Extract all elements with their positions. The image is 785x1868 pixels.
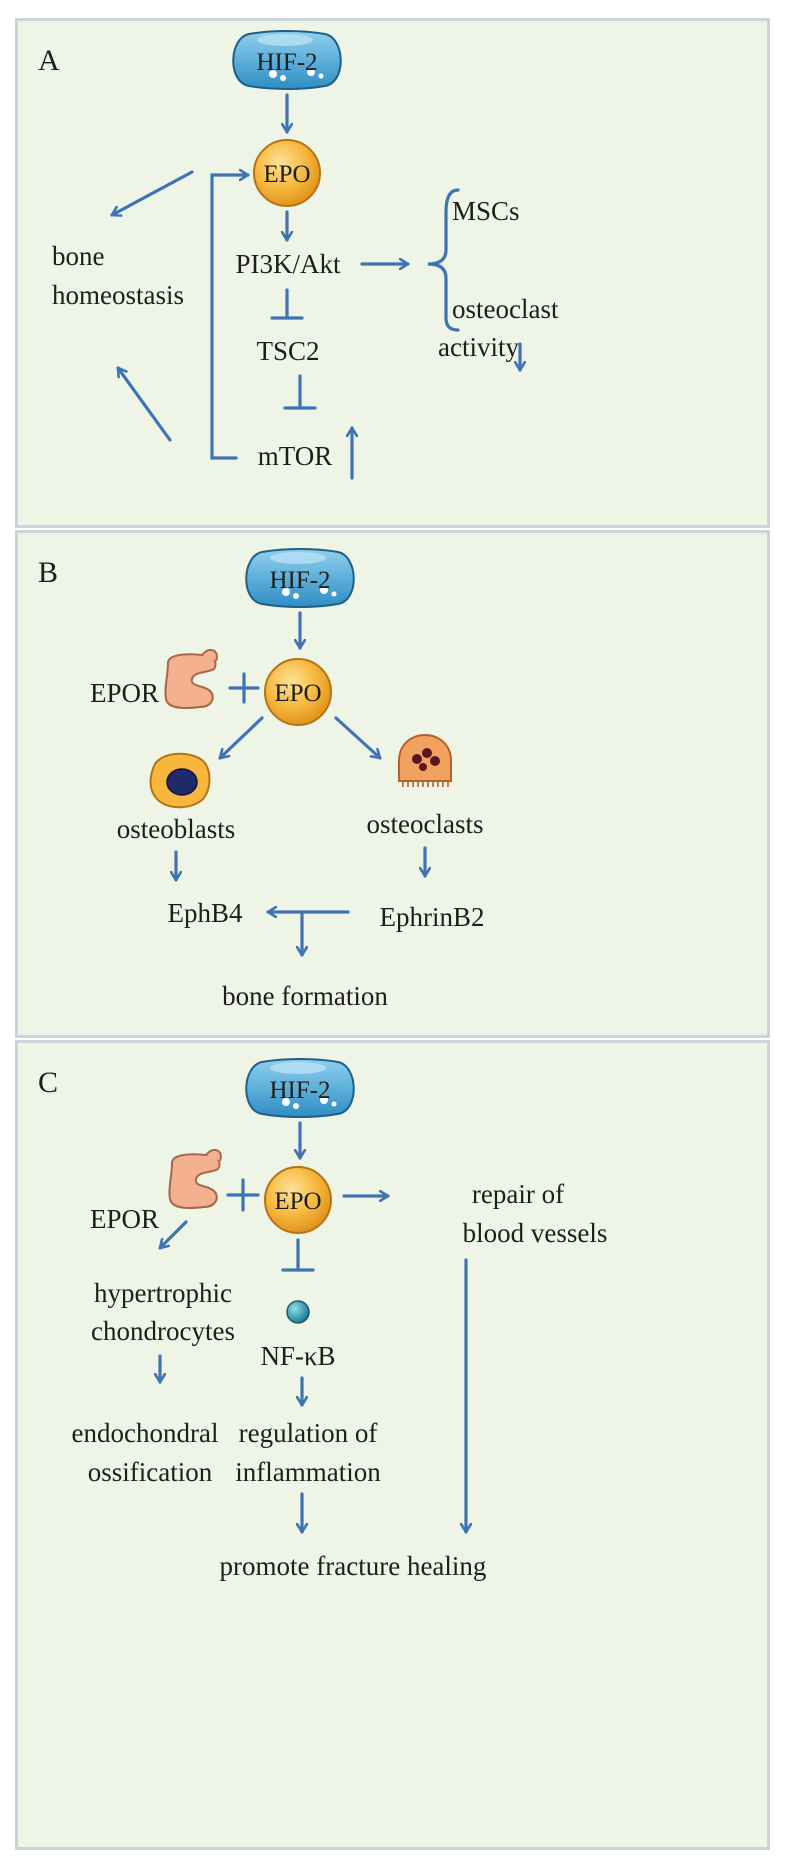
mscs-label: MSCs bbox=[452, 196, 520, 226]
panel-b bbox=[15, 530, 770, 1038]
repair-line1: repair of bbox=[472, 1179, 564, 1209]
bone-homeostasis-line1: bone bbox=[52, 241, 105, 271]
hypertrophic-line1: hypertrophic bbox=[94, 1278, 232, 1308]
epo-label: EPO bbox=[274, 680, 321, 707]
panel-a-connectors bbox=[110, 93, 520, 480]
osteoclast-activity-line1: osteoclast bbox=[452, 294, 559, 324]
ephrinb2-label: EphrinB2 bbox=[380, 902, 485, 932]
brace-targets bbox=[427, 188, 460, 332]
arrow-epo-bone-homeostasis bbox=[110, 170, 194, 215]
panel-c-label: C bbox=[38, 1066, 58, 1099]
ephb4-label: EphB4 bbox=[167, 898, 243, 928]
arrow-epo-osteoclasts bbox=[334, 716, 382, 760]
hif-2-label: HIF-2 bbox=[269, 567, 330, 594]
epor-receptor-icon bbox=[164, 648, 218, 710]
hif-2-label: HIF-2 bbox=[256, 49, 317, 76]
regulation-line2: inflammation bbox=[235, 1457, 381, 1487]
osteoclasts-label: osteoclasts bbox=[367, 809, 484, 839]
hypertrophic-line2: chondrocytes bbox=[91, 1316, 235, 1346]
panel-a bbox=[15, 18, 770, 528]
panel-b-connectors bbox=[176, 611, 425, 957]
nfkb-sphere-icon bbox=[286, 1300, 310, 1324]
bone-homeostasis-line2: homeostasis bbox=[52, 280, 184, 310]
mtor-label: mTOR bbox=[258, 441, 333, 471]
bone-formation-label: bone formation bbox=[222, 981, 388, 1011]
arrow-mtor-bone-homeostasis bbox=[116, 366, 172, 442]
promote-fracture-healing-label: promote fracture healing bbox=[220, 1551, 487, 1581]
arrow-epor-hypertrophic bbox=[158, 1220, 188, 1250]
nfkb-label: NF-κB bbox=[260, 1341, 335, 1371]
epor-label: EPOR bbox=[90, 1204, 159, 1234]
osteoclast-cell-icon bbox=[398, 733, 452, 787]
endochondral-line2: ossification bbox=[88, 1457, 213, 1487]
pi3k-akt-label: PI3K/Akt bbox=[235, 249, 341, 279]
osteoblasts-label: osteoblasts bbox=[117, 814, 236, 844]
osteoclast-activity-line2: activity bbox=[438, 332, 519, 362]
panel-c-connectors bbox=[158, 1121, 466, 1534]
osteoblast-cell-icon bbox=[149, 752, 211, 809]
repair-line2: blood vessels bbox=[463, 1218, 608, 1248]
feedback-mtor-epo bbox=[210, 175, 250, 460]
endochondral-line1: endochondral bbox=[72, 1418, 219, 1448]
epor-receptor-icon bbox=[168, 1148, 222, 1210]
panel-c bbox=[15, 1040, 770, 1850]
hif-2-label: HIF-2 bbox=[269, 1077, 330, 1104]
arrow-epo-osteoblasts bbox=[218, 716, 264, 760]
panel-a-label: A bbox=[38, 44, 60, 77]
epo-label: EPO bbox=[263, 161, 310, 188]
epor-label: EPOR bbox=[90, 678, 159, 708]
epo-label: EPO bbox=[274, 1188, 321, 1215]
regulation-line1: regulation of bbox=[239, 1418, 378, 1448]
panel-b-label: B bbox=[38, 556, 58, 589]
tsc2-label: TSC2 bbox=[256, 336, 319, 366]
